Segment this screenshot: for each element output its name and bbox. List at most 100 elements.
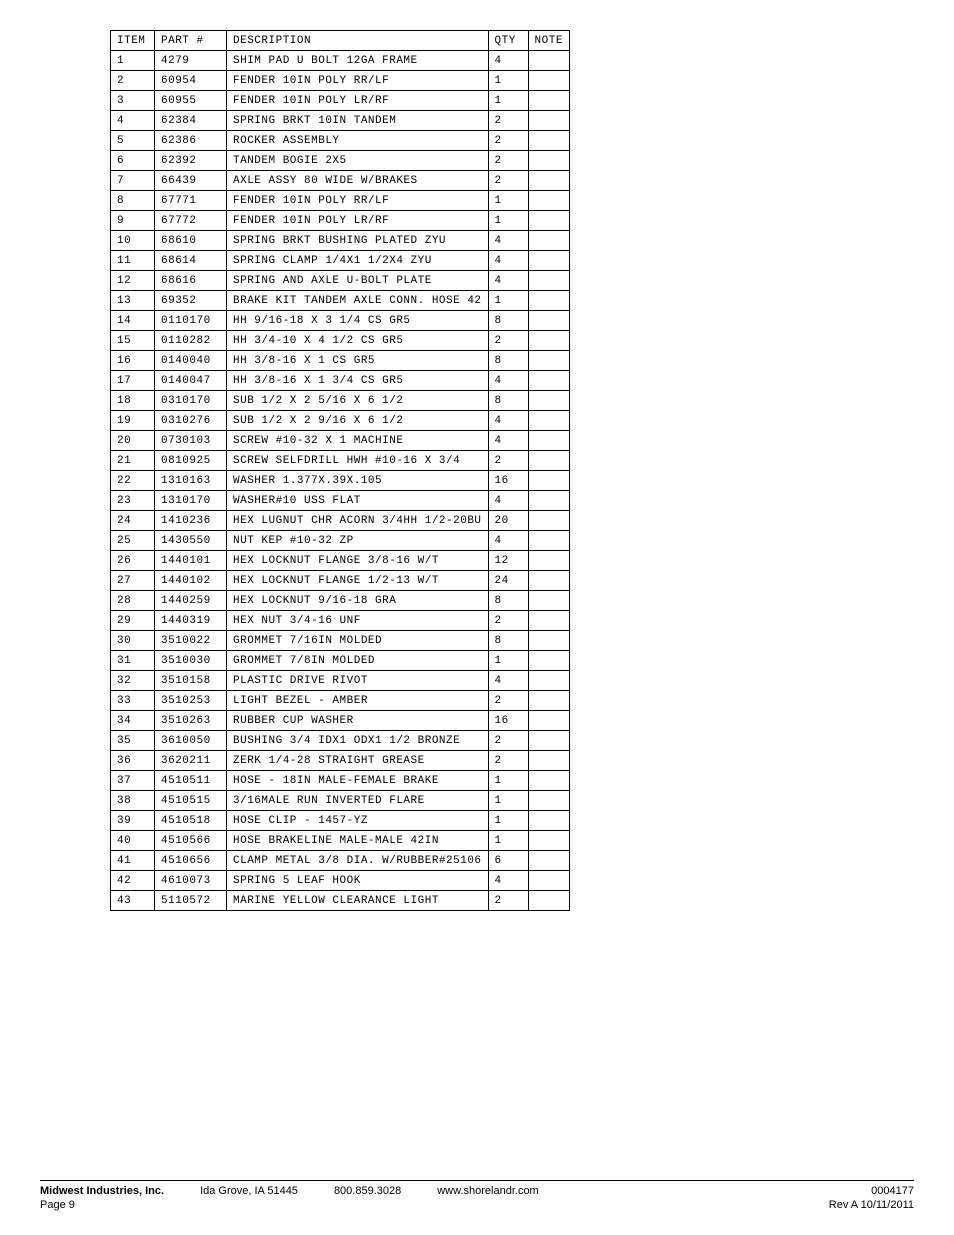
cell-part: 62386: [155, 131, 227, 151]
table-row: 414510656CLAMP METAL 3/8 DIA. W/RUBBER#2…: [111, 851, 570, 871]
cell-qty: 1: [488, 211, 528, 231]
cell-qty: 2: [488, 751, 528, 771]
cell-desc: FENDER 10IN POLY LR/RF: [227, 91, 489, 111]
cell-qty: 2: [488, 611, 528, 631]
cell-note: [528, 611, 569, 631]
cell-qty: 24: [488, 571, 528, 591]
cell-item: 17: [111, 371, 155, 391]
table-row: 291440319HEX NUT 3/4-16 UNF2: [111, 611, 570, 631]
cell-note: [528, 571, 569, 591]
cell-part: 66439: [155, 171, 227, 191]
cell-qty: 4: [488, 531, 528, 551]
cell-item: 18: [111, 391, 155, 411]
cell-part: 60955: [155, 91, 227, 111]
cell-part: 69352: [155, 291, 227, 311]
table-row: 14279SHIM PAD U BOLT 12GA FRAME4: [111, 51, 570, 71]
cell-item: 37: [111, 771, 155, 791]
cell-part: 68614: [155, 251, 227, 271]
cell-item: 40: [111, 831, 155, 851]
cell-item: 8: [111, 191, 155, 211]
table-row: 360955FENDER 10IN POLY LR/RF1: [111, 91, 570, 111]
cell-part: 3510263: [155, 711, 227, 731]
cell-part: 1310163: [155, 471, 227, 491]
cell-part: 0310170: [155, 391, 227, 411]
table-row: 333510253LIGHT BEZEL - AMBER2: [111, 691, 570, 711]
header-note: NOTE: [528, 31, 569, 51]
cell-item: 5: [111, 131, 155, 151]
cell-note: [528, 231, 569, 251]
cell-part: 3510022: [155, 631, 227, 651]
cell-part: 1440101: [155, 551, 227, 571]
cell-desc: MARINE YELLOW CLEARANCE LIGHT: [227, 891, 489, 911]
cell-desc: HOSE CLIP - 1457-YZ: [227, 811, 489, 831]
cell-desc: SPRING CLAMP 1/4X1 1/2X4 ZYU: [227, 251, 489, 271]
cell-qty: 4: [488, 231, 528, 251]
cell-note: [528, 751, 569, 771]
cell-note: [528, 151, 569, 171]
cell-qty: 1: [488, 811, 528, 831]
cell-desc: HEX LUGNUT CHR ACORN 3/4HH 1/2-20BU: [227, 511, 489, 531]
cell-note: [528, 111, 569, 131]
cell-note: [528, 71, 569, 91]
cell-note: [528, 211, 569, 231]
table-row: 221310163WASHER 1.377X.39X.10516: [111, 471, 570, 491]
cell-qty: 4: [488, 491, 528, 511]
cell-note: [528, 51, 569, 71]
cell-part: 4279: [155, 51, 227, 71]
cell-desc: FENDER 10IN POLY RR/LF: [227, 191, 489, 211]
cell-desc: FENDER 10IN POLY RR/LF: [227, 71, 489, 91]
table-row: 150110282HH 3/4-10 X 4 1/2 CS GR52: [111, 331, 570, 351]
cell-desc: WASHER#10 USS FLAT: [227, 491, 489, 511]
cell-qty: 1: [488, 771, 528, 791]
footer-city: Ida Grove, IA 51445: [200, 1185, 298, 1197]
cell-part: 62384: [155, 111, 227, 131]
cell-desc: SPRING AND AXLE U-BOLT PLATE: [227, 271, 489, 291]
table-row: 967772FENDER 10IN POLY LR/RF1: [111, 211, 570, 231]
cell-part: 4510515: [155, 791, 227, 811]
cell-item: 2: [111, 71, 155, 91]
cell-item: 36: [111, 751, 155, 771]
table-row: 1268616SPRING AND AXLE U-BOLT PLATE4: [111, 271, 570, 291]
cell-item: 22: [111, 471, 155, 491]
cell-qty: 8: [488, 351, 528, 371]
cell-note: [528, 871, 569, 891]
cell-desc: SPRING BRKT 10IN TANDEM: [227, 111, 489, 131]
cell-item: 4: [111, 111, 155, 131]
cell-desc: HEX LOCKNUT FLANGE 3/8-16 W/T: [227, 551, 489, 571]
cell-item: 6: [111, 151, 155, 171]
cell-note: [528, 291, 569, 311]
table-row: 200730103SCREW #10-32 X 1 MACHINE4: [111, 431, 570, 451]
cell-part: 1440102: [155, 571, 227, 591]
table-row: 140110170HH 9/16-18 X 3 1/4 CS GR58: [111, 311, 570, 331]
cell-desc: ZERK 1/4-28 STRAIGHT GREASE: [227, 751, 489, 771]
cell-qty: 16: [488, 711, 528, 731]
cell-item: 25: [111, 531, 155, 551]
cell-desc: SUB 1/2 X 2 9/16 X 6 1/2: [227, 411, 489, 431]
cell-qty: 8: [488, 591, 528, 611]
cell-item: 29: [111, 611, 155, 631]
footer-docnum: 0004177: [829, 1185, 914, 1197]
cell-note: [528, 271, 569, 291]
table-row: 260954FENDER 10IN POLY RR/LF1: [111, 71, 570, 91]
cell-note: [528, 851, 569, 871]
cell-desc: 3/16MALE RUN INVERTED FLARE: [227, 791, 489, 811]
cell-item: 20: [111, 431, 155, 451]
cell-item: 28: [111, 591, 155, 611]
cell-desc: GROMMET 7/16IN MOLDED: [227, 631, 489, 651]
cell-item: 26: [111, 551, 155, 571]
cell-desc: NUT KEP #10-32 ZP: [227, 531, 489, 551]
cell-desc: FENDER 10IN POLY LR/RF: [227, 211, 489, 231]
cell-item: 13: [111, 291, 155, 311]
cell-qty: 4: [488, 371, 528, 391]
cell-desc: BRAKE KIT TANDEM AXLE CONN. HOSE 42: [227, 291, 489, 311]
cell-qty: 4: [488, 51, 528, 71]
page-footer: Midwest Industries, Inc. Ida Grove, IA 5…: [40, 1180, 914, 1211]
cell-desc: HEX NUT 3/4-16 UNF: [227, 611, 489, 631]
footer-phone: 800.859.3028: [334, 1185, 401, 1197]
cell-part: 1410236: [155, 511, 227, 531]
cell-desc: TANDEM BOGIE 2X5: [227, 151, 489, 171]
cell-part: 0730103: [155, 431, 227, 451]
cell-qty: 4: [488, 251, 528, 271]
cell-item: 11: [111, 251, 155, 271]
cell-note: [528, 311, 569, 331]
